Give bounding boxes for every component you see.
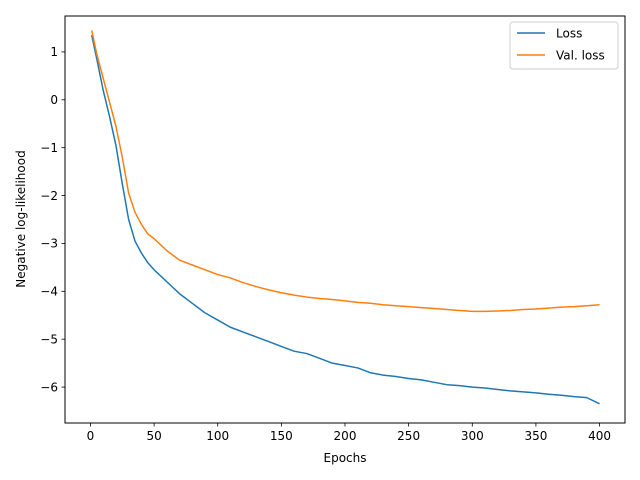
series-layer (90, 30, 600, 405)
y-tick-label: −4 (40, 285, 58, 299)
x-axis-label: Epochs (324, 451, 367, 465)
y-axis-ticks: 1 0 −1 −2 −3 −4 −5 −6 (40, 45, 65, 394)
x-tick-label: 0 (87, 429, 95, 443)
series-line-val-loss (90, 30, 600, 313)
legend-label-loss: Loss (556, 27, 582, 41)
y-tick-label: −5 (40, 332, 58, 346)
x-tick-label: 250 (397, 429, 420, 443)
y-tick-label: 0 (50, 93, 58, 107)
x-tick-label: 300 (461, 429, 484, 443)
y-tick-label: −1 (40, 141, 58, 155)
x-axis-ticks: 0 50 100 150 200 250 300 350 400 (87, 423, 611, 443)
y-tick-label: −3 (40, 237, 58, 251)
x-tick-label: 150 (270, 429, 293, 443)
x-tick-label: 50 (146, 429, 161, 443)
y-tick-label: −2 (40, 189, 58, 203)
x-tick-label: 100 (206, 429, 229, 443)
y-tick-label: −6 (40, 380, 58, 394)
x-tick-label: 200 (334, 429, 357, 443)
y-axis-label: Negative log-likelihood (14, 150, 28, 287)
y-tick-label: 1 (50, 45, 58, 59)
x-tick-label: 350 (524, 429, 547, 443)
legend-label-val-loss: Val. loss (556, 49, 605, 63)
x-tick-label: 400 (588, 429, 611, 443)
series-line-loss (90, 34, 600, 405)
legend: Loss Val. loss (509, 21, 619, 70)
